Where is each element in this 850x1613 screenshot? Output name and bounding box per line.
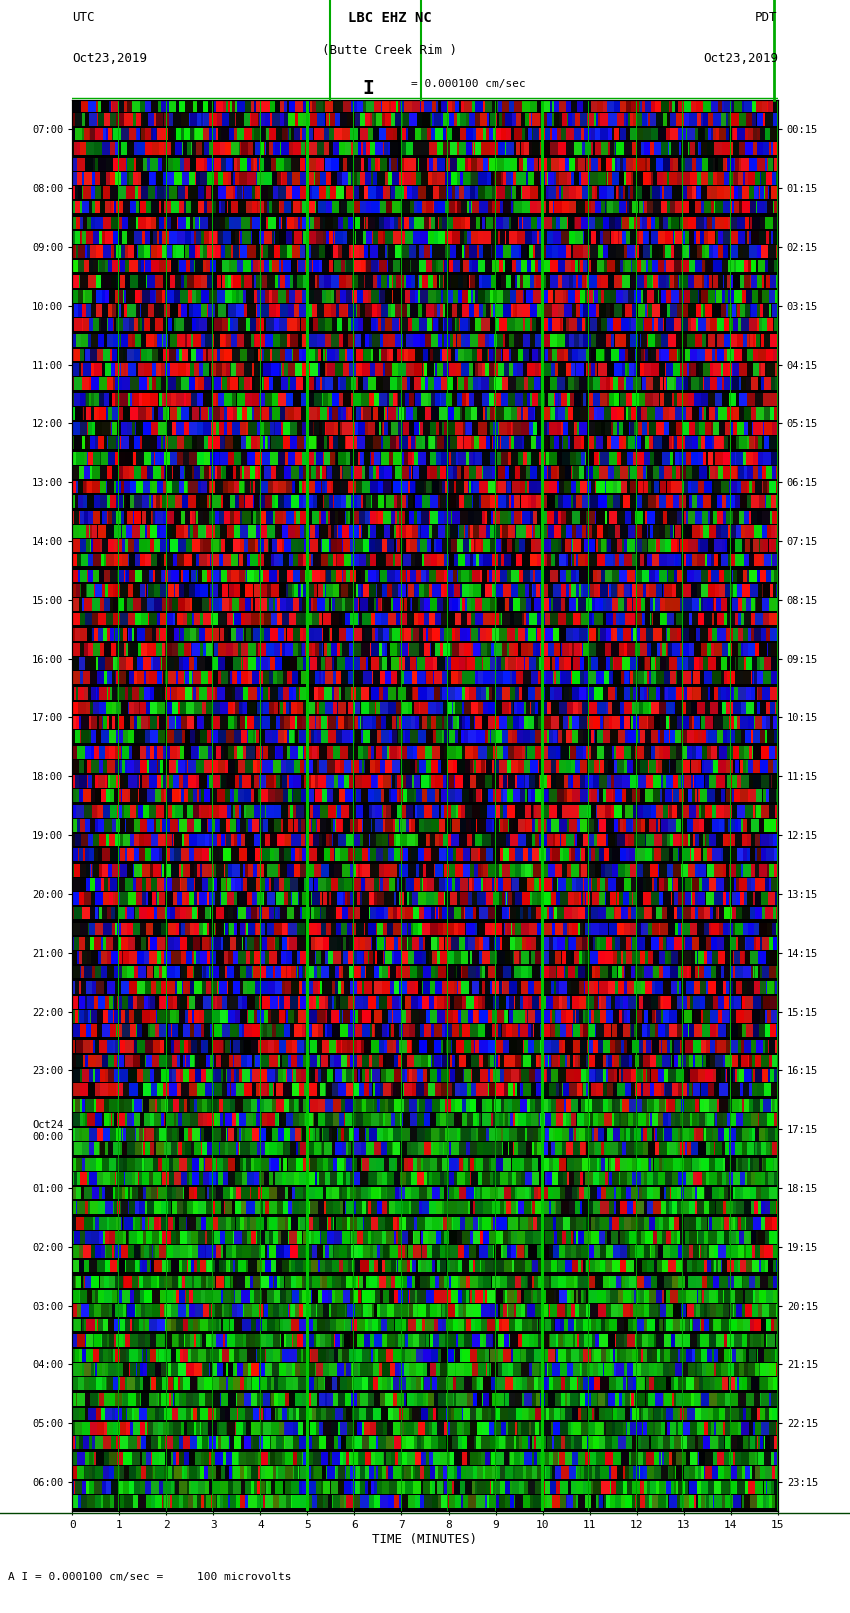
Text: PDT: PDT [756,11,778,24]
Text: I: I [363,79,375,98]
Text: (Butte Creek Rim ): (Butte Creek Rim ) [322,44,457,56]
Text: Oct23,2019: Oct23,2019 [72,52,147,65]
Text: LBC EHZ NC: LBC EHZ NC [348,11,432,24]
Text: Oct23,2019: Oct23,2019 [703,52,778,65]
X-axis label: TIME (MINUTES): TIME (MINUTES) [372,1534,478,1547]
Text: UTC: UTC [72,11,94,24]
Text: = 0.000100 cm/sec: = 0.000100 cm/sec [411,79,525,89]
Text: A I = 0.000100 cm/sec =     100 microvolts: A I = 0.000100 cm/sec = 100 microvolts [8,1573,292,1582]
